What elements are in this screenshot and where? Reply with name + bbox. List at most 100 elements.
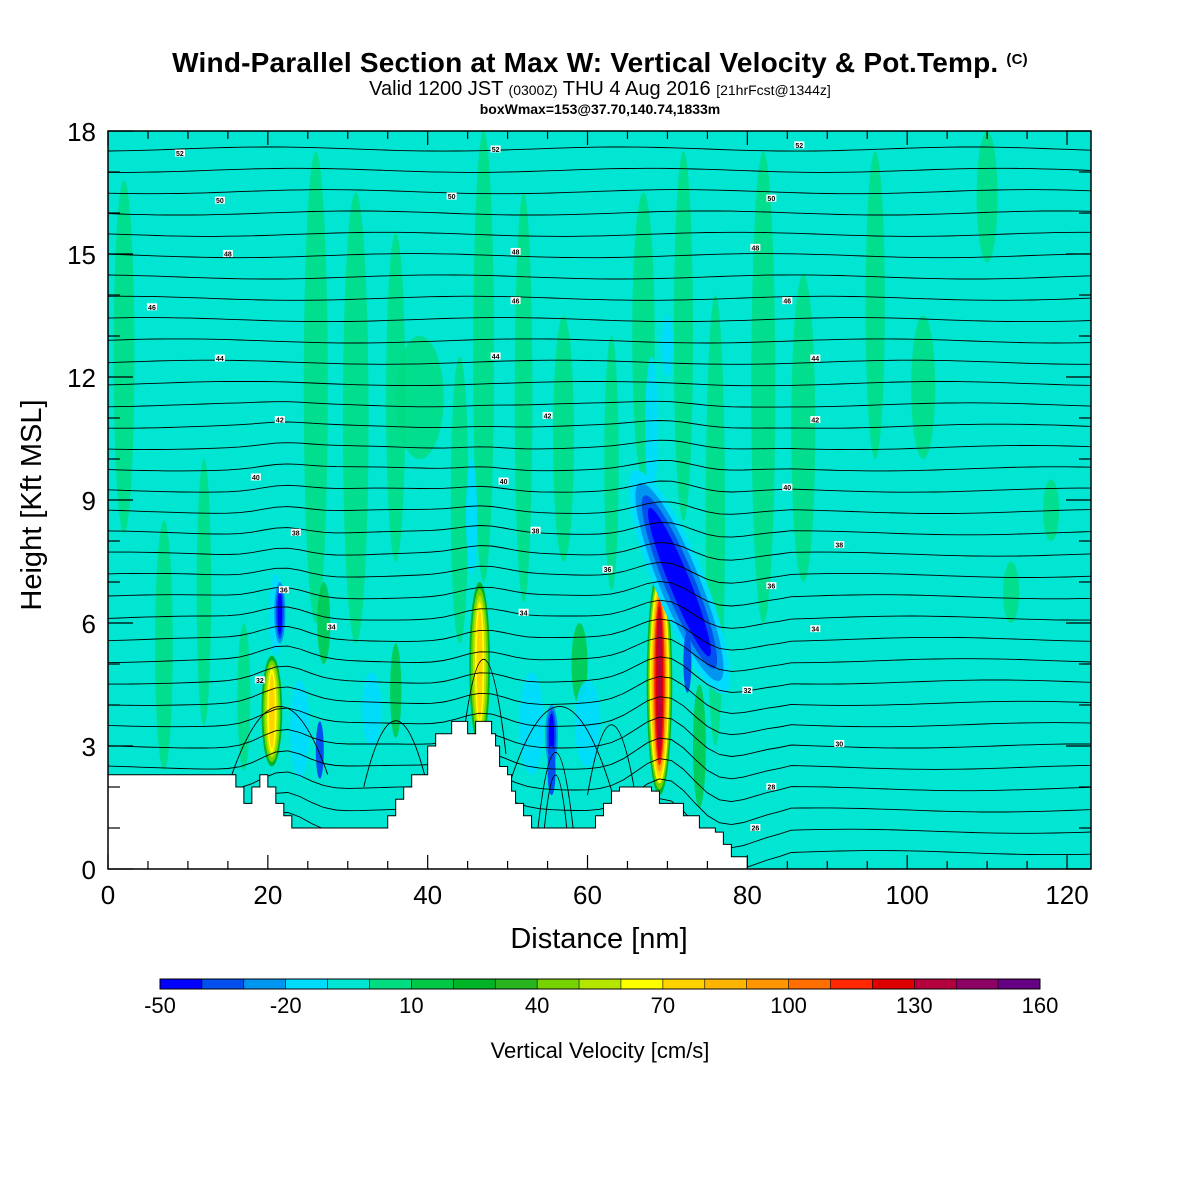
theta-contour-label-bg bbox=[766, 783, 777, 790]
y-axis-label: Height [Kft MSL] bbox=[16, 399, 48, 610]
velocity-streak bbox=[155, 520, 173, 771]
colorbar-swatch bbox=[201, 979, 245, 989]
chart-title: Wind-Parallel Section at Max W: Vertical… bbox=[0, 44, 1200, 79]
theta-contour bbox=[108, 295, 1091, 301]
theta-contour-label-bg bbox=[490, 145, 501, 153]
theta-contour bbox=[537, 752, 574, 829]
valid-utc: (0300Z) bbox=[508, 82, 558, 98]
theta-contour-label: 44 bbox=[490, 352, 501, 361]
x-tick-label: 120 bbox=[1045, 880, 1088, 910]
colorbar-tick-label: 160 bbox=[1022, 993, 1059, 1018]
x-tick-label: 80 bbox=[733, 880, 762, 910]
theta-contour-label-bg bbox=[810, 625, 821, 633]
theta-contour bbox=[108, 676, 1091, 714]
colorbar-swatch bbox=[243, 979, 287, 989]
theta-contour-label-text: 34 bbox=[520, 610, 528, 617]
theta-contour-label-text: 50 bbox=[767, 196, 775, 203]
theta-contour-label-bg bbox=[174, 149, 185, 157]
theta-contour-label: 46 bbox=[146, 303, 157, 312]
theta-contour-label-bg bbox=[214, 354, 225, 362]
velocity-streak bbox=[751, 151, 776, 623]
theta-contour-label-bg bbox=[602, 565, 613, 573]
theta-contour bbox=[503, 705, 616, 804]
theta-contour-label: 38 bbox=[290, 528, 301, 537]
theta-contour bbox=[363, 720, 429, 788]
theta-contour bbox=[108, 580, 1091, 607]
theta-contour-label: 32 bbox=[742, 686, 753, 695]
theta-contour-label: 46 bbox=[782, 297, 793, 306]
theta-contour-label-bg bbox=[810, 354, 821, 362]
theta-contour-label-text: 32 bbox=[256, 678, 264, 685]
theta-contour-label-text: 38 bbox=[292, 530, 300, 537]
theta-contour-label-bg bbox=[834, 739, 845, 747]
velocity-streak bbox=[196, 459, 212, 726]
theta-contour bbox=[108, 439, 1091, 451]
theta-contour bbox=[108, 231, 1091, 237]
velocity-cores bbox=[261, 470, 730, 796]
velocity-streak bbox=[1003, 561, 1020, 623]
theta-contour-label-text: 44 bbox=[811, 356, 819, 363]
downdraft-core-layer bbox=[647, 507, 711, 657]
theta-contour bbox=[108, 480, 1091, 493]
theta-contour-label-text: 48 bbox=[224, 252, 232, 259]
theta-contour-label-bg bbox=[326, 623, 337, 631]
theta-contour bbox=[108, 359, 1091, 365]
theta-contour bbox=[108, 210, 1091, 216]
colorbar-swatch bbox=[160, 979, 203, 989]
downdraft-patch bbox=[661, 315, 674, 377]
theta-contour bbox=[108, 317, 1091, 323]
velocity-streak bbox=[303, 151, 328, 623]
y-tick-label: 18 bbox=[67, 117, 96, 147]
theta-contour-label: 40 bbox=[782, 483, 793, 492]
theta-contour-label-bg bbox=[254, 676, 265, 684]
theta-contour-label-bg bbox=[834, 541, 845, 549]
theta-contour bbox=[108, 716, 1091, 757]
velocity-streak bbox=[113, 180, 135, 533]
theta-contour-label-text: 44 bbox=[492, 354, 500, 361]
y-tick-labels: 0 3 6 9 12 15 18 bbox=[67, 117, 96, 885]
downdraft-patch bbox=[290, 680, 310, 779]
theta-contour-label-text: 38 bbox=[532, 528, 540, 535]
theta-contour bbox=[108, 167, 1091, 173]
theta-contour-label: 36 bbox=[766, 582, 777, 591]
colorbar-swatch bbox=[537, 979, 580, 989]
theta-contour-label-text: 50 bbox=[448, 194, 456, 201]
colorbar-swatch bbox=[872, 979, 915, 989]
theta-contour-label: 48 bbox=[222, 250, 233, 259]
theta-contour-label-bg bbox=[510, 297, 521, 305]
x-tick-label: 40 bbox=[413, 880, 442, 910]
velocity-streak bbox=[673, 151, 694, 521]
theta-contour-label-bg bbox=[518, 608, 529, 616]
terrain-profile bbox=[108, 720, 748, 869]
theta-contour-label-text: 46 bbox=[148, 305, 156, 312]
theta-contour-label-bg bbox=[510, 247, 521, 255]
theta-contour-label: 26 bbox=[750, 824, 761, 833]
theta-contour-label-text: 44 bbox=[216, 356, 224, 363]
velocity-streak bbox=[342, 192, 369, 644]
theta-contour-label: 42 bbox=[274, 416, 285, 425]
chart-title-block: Wind-Parallel Section at Max W: Vertical… bbox=[0, 44, 1200, 117]
velocity-streak bbox=[976, 131, 998, 263]
colorbar-swatch bbox=[830, 979, 873, 989]
theta-contour-label: 44 bbox=[214, 354, 225, 363]
theta-contour-label: 36 bbox=[278, 586, 289, 595]
theta-contour-label-text: 52 bbox=[492, 147, 500, 154]
colorbar-tick-labels: -50 -20 10 40 70 100 130 160 bbox=[144, 993, 1058, 1018]
theta-contour-label-bg bbox=[766, 582, 777, 590]
velocity-streak bbox=[395, 336, 444, 459]
theta-contour-label: 52 bbox=[794, 141, 805, 150]
updraft-core bbox=[657, 611, 662, 754]
y-tick-label: 6 bbox=[82, 609, 96, 639]
updraft-core bbox=[476, 608, 483, 720]
theta-contour-label: 50 bbox=[766, 194, 777, 203]
colorbar-swatch bbox=[662, 979, 706, 989]
theta-contour-label-bg bbox=[446, 192, 457, 200]
theta-contour-label-bg bbox=[766, 194, 777, 202]
colorbar-tick-label: 130 bbox=[896, 993, 933, 1018]
velocity-streak bbox=[693, 684, 706, 808]
theta-contour-label-bg bbox=[810, 416, 821, 424]
theta-contour-label-bg bbox=[214, 196, 225, 204]
theta-contour-label: 44 bbox=[810, 354, 821, 363]
theta-contour-label-text: 40 bbox=[252, 475, 260, 482]
theta-contour bbox=[543, 774, 568, 829]
